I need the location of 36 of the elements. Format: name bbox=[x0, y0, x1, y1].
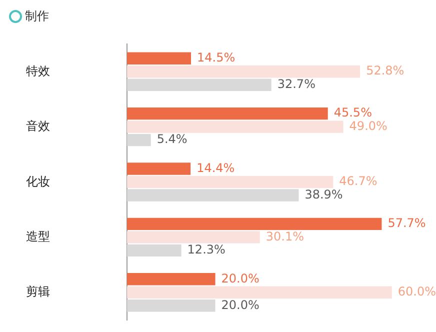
data-label: 14.4% bbox=[196, 160, 235, 175]
y-tick-label: 造型 bbox=[26, 230, 50, 244]
y-tick-label: 音效 bbox=[26, 119, 50, 134]
bar bbox=[127, 189, 299, 202]
data-label: 45.5% bbox=[334, 106, 372, 120]
data-label: 20.0% bbox=[221, 298, 260, 312]
data-label: 14.5% bbox=[197, 50, 236, 64]
y-tick-label: 化妆 bbox=[26, 174, 50, 188]
bar bbox=[127, 244, 182, 257]
bar bbox=[127, 231, 260, 244]
bar bbox=[127, 66, 360, 78]
data-label: 60.0% bbox=[398, 284, 436, 299]
chart-title: 制作 bbox=[25, 8, 49, 25]
data-label: 49.0% bbox=[349, 118, 388, 133]
bar bbox=[127, 52, 192, 64]
data-label: 52.8% bbox=[366, 64, 404, 78]
bar bbox=[127, 176, 334, 188]
data-label: 57.7% bbox=[388, 216, 426, 230]
data-label: 30.1% bbox=[266, 229, 304, 244]
bar bbox=[127, 78, 272, 91]
data-label: 5.4% bbox=[156, 132, 188, 146]
bar bbox=[127, 218, 382, 230]
bar bbox=[127, 273, 216, 286]
data-label: 20.0% bbox=[221, 271, 260, 286]
bar bbox=[127, 134, 151, 146]
data-label: 32.7% bbox=[277, 76, 316, 91]
bar bbox=[127, 120, 344, 133]
bar bbox=[127, 107, 328, 120]
data-label: 38.9% bbox=[304, 187, 343, 202]
bar bbox=[127, 300, 216, 312]
bar bbox=[127, 286, 392, 298]
data-label: 12.3% bbox=[187, 242, 226, 257]
bar bbox=[127, 162, 191, 175]
y-tick-label: 剪辑 bbox=[26, 284, 50, 299]
data-label: 46.7% bbox=[339, 174, 378, 188]
y-tick-label: 特效 bbox=[26, 64, 50, 78]
